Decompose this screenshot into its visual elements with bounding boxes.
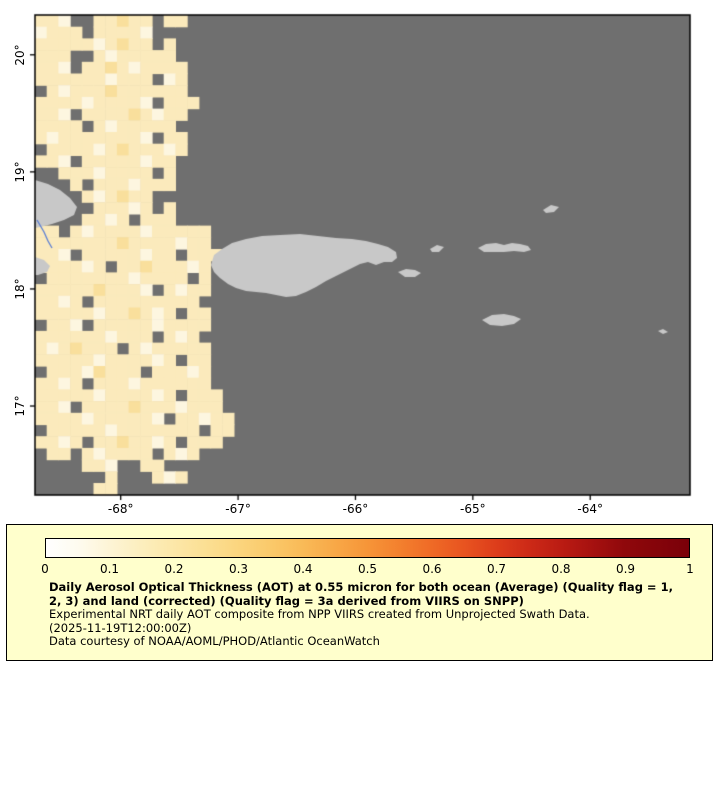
colorbar-tick-label: 0.2 [164,562,184,576]
aot-map-canvas [0,0,720,522]
caption-desc-line1: Experimental NRT daily AOT composite fro… [49,607,590,621]
colorbar-tick-label: 0 [41,562,49,576]
colorbar-tick-label: 0.3 [228,562,249,576]
legend-caption: Daily Aerosol Optical Thickness (AOT) at… [49,580,702,649]
colorbar-tick-label: 0.1 [99,562,120,576]
x-axis-tick-label: -64° [577,502,604,516]
x-axis-tick-label: -68° [107,502,134,516]
colorbar-labels: 0 0.1 0.2 0.3 0.4 0.5 0.6 0.7 0.8 0.9 1 [41,562,694,578]
colorbar-tick-label: 0.9 [615,562,636,576]
y-axis-tick-label: 18° [13,278,27,300]
x-axis-tick-label: -65° [460,502,486,516]
x-axis-tick-label: -67° [225,502,251,516]
colorbar-tick-label: 0.6 [422,562,442,576]
colorbar-tick-label: 0.4 [293,562,313,576]
colorbar-tick-label: 0.8 [551,562,571,576]
x-axis-tick-label: -66° [342,502,369,516]
caption-title-line2: 2, 3) and land (corrected) (Quality flag… [49,593,524,608]
aot-colorbar [45,538,690,558]
colorbar-tick-label: 1 [686,562,694,576]
colorbar-tick-label: 0.7 [486,562,507,576]
caption-title-line1: Daily Aerosol Optical Thickness (AOT) at… [49,580,673,594]
caption-timestamp: (2025-11-19T12:00:00Z) [49,620,192,635]
y-axis-tick-label: 17° [13,395,27,417]
caption-credit: Data courtesy of NOAA/AOML/PHOD/Atlantic… [49,634,380,648]
legend-box: 0 0.1 0.2 0.3 0.4 0.5 0.6 0.7 0.8 0.9 1 Daily Aero… [6,524,713,661]
y-axis-tick-label: 19° [13,161,27,183]
colorbar-tick-label: 0.5 [357,562,378,576]
y-axis-tick-label: 20° [13,44,27,66]
map-axis-layer: -68° -67° -66° -65° -64° 20° 19° 18° 17° [13,44,604,516]
